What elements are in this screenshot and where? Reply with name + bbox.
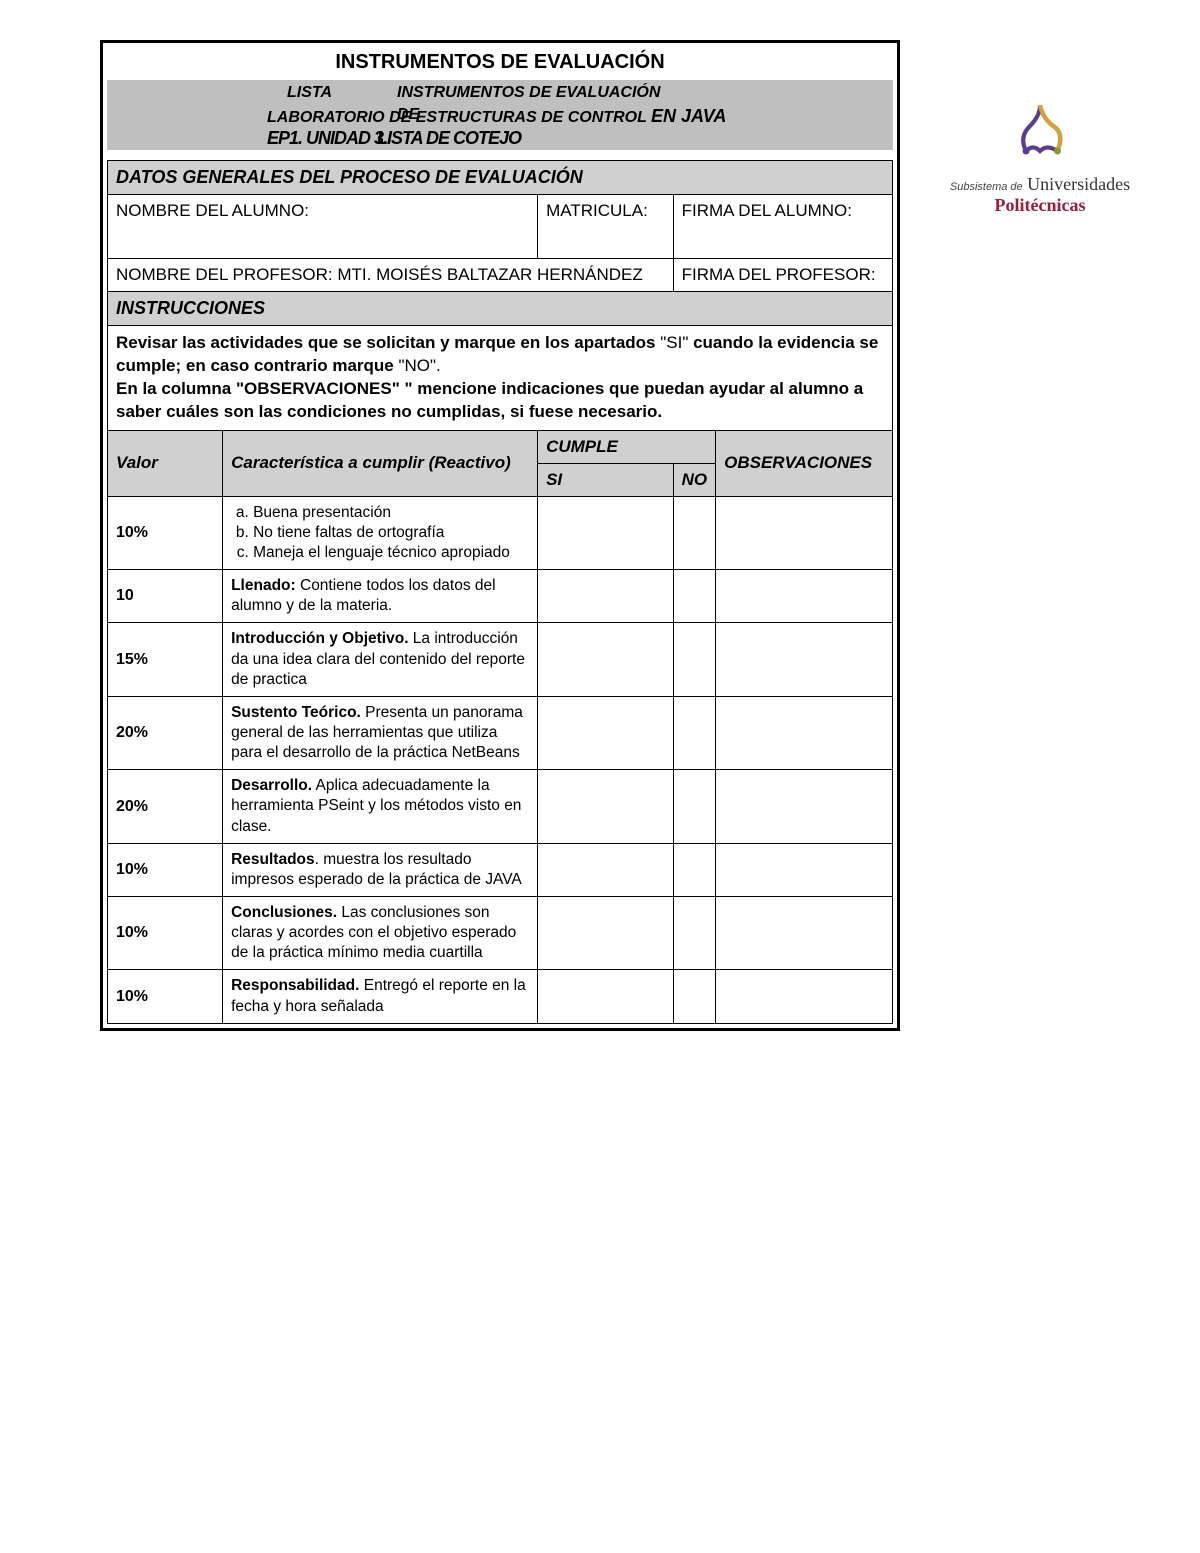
hdr-no: NO: [673, 463, 716, 496]
cell-no[interactable]: [673, 843, 716, 896]
field-firma-profesor: FIRMA DEL PROFESOR:: [673, 259, 892, 292]
hdr-si: SI: [538, 463, 674, 496]
logo-subtext: Subsistema de: [950, 181, 1023, 193]
band-line3: EP1. UNIDAD 3. LISTA DE COTEJO EP1. UNID…: [267, 128, 535, 149]
hdr-caracteristica: Característica a cumplir (Reactivo): [223, 430, 538, 496]
cell-si[interactable]: [538, 897, 674, 970]
cell-si[interactable]: [538, 770, 674, 843]
hdr-observaciones: OBSERVACIONES: [716, 430, 893, 496]
cell-si[interactable]: [538, 970, 674, 1023]
instructions-body: Revisar las actividades que se solicitan…: [108, 326, 893, 431]
cell-observaciones[interactable]: [716, 696, 893, 769]
reactivo-cell: Resultados. muestra los resultado impres…: [223, 843, 538, 896]
table-row: 15%Introducción y Objetivo. La introducc…: [108, 623, 893, 696]
evaluation-table: DATOS GENERALES DEL PROCESO DE EVALUACIÓ…: [107, 160, 893, 1024]
valor-cell: 10%: [108, 897, 223, 970]
document-frame: INSTRUMENTOS DE EVALUACIÓN LISTA INSTRUM…: [100, 40, 900, 1031]
reactivo-cell: Responsabilidad. Entregó el reporte en l…: [223, 970, 538, 1023]
cell-no[interactable]: [673, 623, 716, 696]
page: Subsistema de Universidades Politécnicas…: [40, 40, 1160, 1031]
field-matricula: MATRICULA:: [538, 195, 674, 259]
cell-si[interactable]: [538, 623, 674, 696]
valor-cell: 15%: [108, 623, 223, 696]
cell-no[interactable]: [673, 770, 716, 843]
logo-block: Subsistema de Universidades Politécnicas: [940, 95, 1140, 216]
subtitle-band: LISTA INSTRUMENTOS DE EVALUACIÓN DE DE C…: [107, 80, 893, 150]
cell-si[interactable]: [538, 496, 674, 569]
table-row: 10%Buena presentaciónNo tiene faltas de …: [108, 496, 893, 569]
band-overlap-a: LISTA: [287, 82, 332, 104]
cell-observaciones[interactable]: [716, 623, 893, 696]
table-row: 10%Conclusiones. Las conclusiones son cl…: [108, 897, 893, 970]
table-row: 20%Sustento Teórico. Presenta un panoram…: [108, 696, 893, 769]
field-firma-alumno: FIRMA DEL ALUMNO:: [673, 195, 892, 259]
cell-no[interactable]: [673, 570, 716, 623]
cell-observaciones[interactable]: [716, 496, 893, 569]
table-row: 10%Responsabilidad. Entregó el reporte e…: [108, 970, 893, 1023]
section-datos: DATOS GENERALES DEL PROCESO DE EVALUACIÓ…: [108, 161, 893, 195]
hdr-cumple: CUMPLE: [538, 430, 716, 463]
cell-si[interactable]: [538, 570, 674, 623]
university-logo-icon: [1005, 95, 1075, 165]
hdr-valor: Valor: [108, 430, 223, 496]
cell-observaciones[interactable]: [716, 843, 893, 896]
logo-bold-text: Politécnicas: [940, 195, 1140, 216]
reactivo-cell: Sustento Teórico. Presenta un panorama g…: [223, 696, 538, 769]
table-row: 10Llenado: Contiene todos los datos del …: [108, 570, 893, 623]
reactivo-cell: Conclusiones. Las conclusiones son clara…: [223, 897, 538, 970]
cell-no[interactable]: [673, 897, 716, 970]
cell-observaciones[interactable]: [716, 897, 893, 970]
logo-main-text: Universidades: [1027, 174, 1130, 194]
reactivo-cell: Desarrollo. Aplica adecuadamente la herr…: [223, 770, 538, 843]
cell-observaciones[interactable]: [716, 970, 893, 1023]
cell-observaciones[interactable]: [716, 770, 893, 843]
cell-no[interactable]: [673, 970, 716, 1023]
table-row: 10%Resultados. muestra los resultado imp…: [108, 843, 893, 896]
cell-si[interactable]: [538, 843, 674, 896]
reactivo-cell: Buena presentaciónNo tiene faltas de ort…: [223, 496, 538, 569]
valor-cell: 20%: [108, 770, 223, 843]
band-overlap-b: INSTRUMENTOS DE EVALUACIÓN DE: [397, 82, 686, 125]
cell-no[interactable]: [673, 696, 716, 769]
cell-no[interactable]: [673, 496, 716, 569]
list-item: Buena presentación: [253, 503, 529, 523]
reactivo-cell: Llenado: Contiene todos los datos del al…: [223, 570, 538, 623]
valor-cell: 10: [108, 570, 223, 623]
cell-si[interactable]: [538, 696, 674, 769]
field-nombre-alumno: NOMBRE DEL ALUMNO:: [108, 195, 538, 259]
list-item: No tiene faltas de ortografía: [253, 523, 529, 543]
list-item: Maneja el lenguaje técnico apropiado: [253, 543, 529, 563]
section-instrucciones: INSTRUCCIONES: [108, 292, 893, 326]
valor-cell: 10%: [108, 970, 223, 1023]
valor-cell: 10%: [108, 843, 223, 896]
valor-cell: 10%: [108, 496, 223, 569]
reactivo-cell: Introducción y Objetivo. La introducción…: [223, 623, 538, 696]
table-row: 20%Desarrollo. Aplica adecuadamente la h…: [108, 770, 893, 843]
field-nombre-profesor: NOMBRE DEL PROFESOR: MTI. MOISÉS BALTAZA…: [108, 259, 674, 292]
band-line1: LISTA INSTRUMENTOS DE EVALUACIÓN DE DE C…: [267, 82, 883, 128]
cell-observaciones[interactable]: [716, 570, 893, 623]
doc-title: INSTRUMENTOS DE EVALUACIÓN: [107, 47, 893, 80]
valor-cell: 20%: [108, 696, 223, 769]
